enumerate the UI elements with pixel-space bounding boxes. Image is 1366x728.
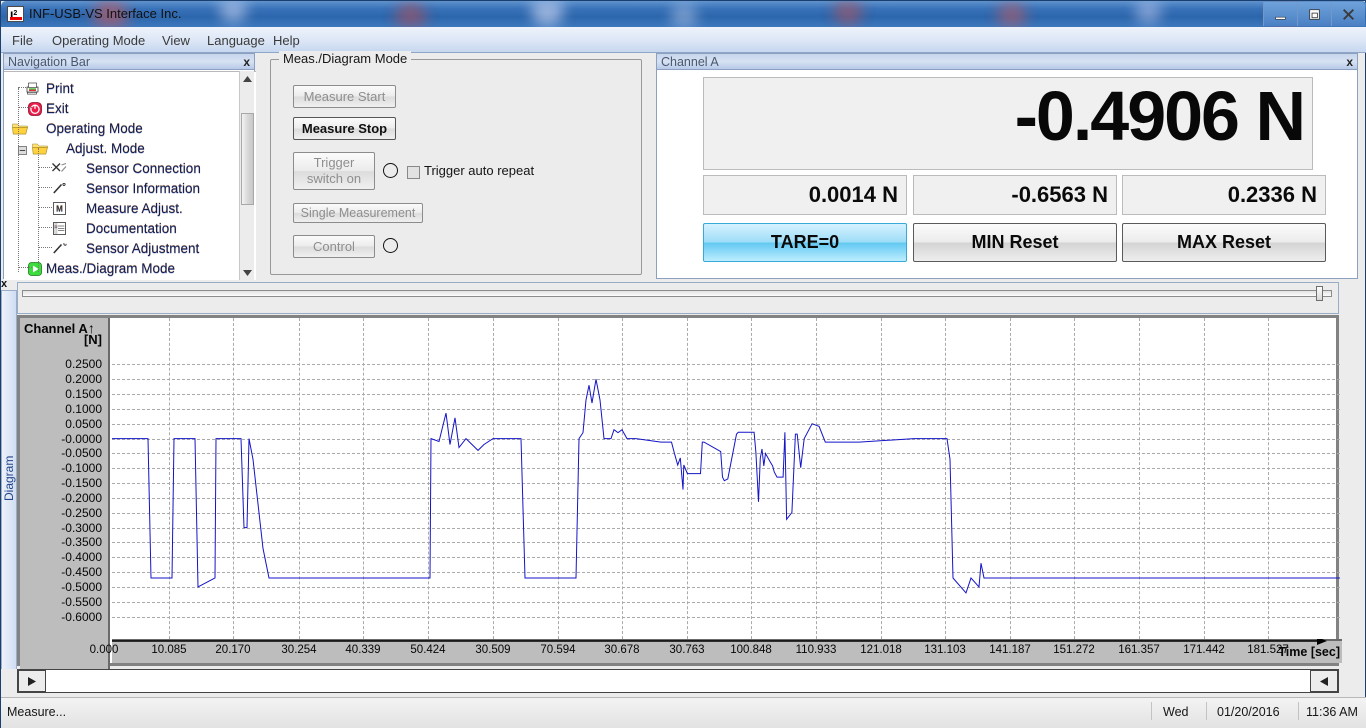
svg-text:M: M	[56, 205, 63, 214]
svg-text:D: D	[54, 224, 57, 229]
svg-text:C: C	[63, 243, 67, 248]
